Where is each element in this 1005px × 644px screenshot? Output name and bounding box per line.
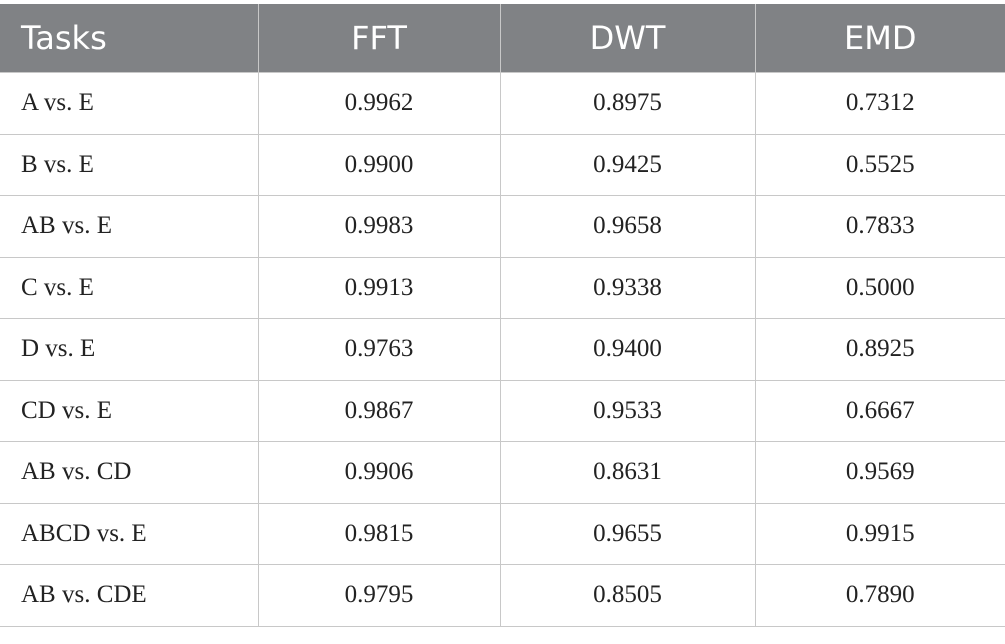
value-cell: 0.9533 [499,379,756,442]
value-cell: 0.7312 [754,72,1005,135]
table-row: B vs. E 0.9900 0.9425 0.5525 [0,133,1005,196]
table-row: D vs. E 0.9763 0.9400 0.8925 [0,318,1005,381]
value-cell: 0.9815 [257,502,501,565]
table-row: ABCD vs. E 0.9815 0.9655 0.9915 [0,502,1005,565]
value-cell: 0.9763 [257,318,501,381]
value-cell: 0.9913 [257,256,501,319]
table-row: AB vs. CDE 0.9795 0.8505 0.7890 [0,564,1005,627]
value-cell: 0.9425 [499,133,756,196]
table-body: A vs. E 0.9962 0.8975 0.7312 B vs. E 0.9900 0.… [0,72,1005,627]
value-cell: 0.8925 [754,318,1005,381]
task-cell: AB vs. E [0,195,259,258]
value-cell: 0.9962 [257,72,501,135]
results-table: Tasks FFT DWT EMD A vs. E 0.9962 0.8975 0.7312… [0,4,1005,627]
value-cell: 0.9400 [499,318,756,381]
value-cell: 0.5525 [754,133,1005,196]
task-cell: AB vs. CD [0,441,259,504]
task-cell: B vs. E [0,133,259,196]
task-cell: A vs. E [0,72,259,135]
header-row: Tasks FFT DWT EMD [0,4,1005,73]
table-row: CD vs. E 0.9867 0.9533 0.6667 [0,379,1005,442]
task-cell: C vs. E [0,256,259,319]
table-row: A vs. E 0.9962 0.8975 0.7312 [0,72,1005,135]
table-row: C vs. E 0.9913 0.9338 0.5000 [0,256,1005,319]
value-cell: 0.7833 [754,195,1005,258]
task-cell: D vs. E [0,318,259,381]
value-cell: 0.8975 [499,72,756,135]
value-cell: 0.9658 [499,195,756,258]
task-cell: AB vs. CDE [0,564,259,627]
value-cell: 0.5000 [754,256,1005,319]
value-cell: 0.9338 [499,256,756,319]
table-row: AB vs. E 0.9983 0.9658 0.7833 [0,195,1005,258]
value-cell: 0.6667 [754,379,1005,442]
value-cell: 0.9900 [257,133,501,196]
value-cell: 0.7890 [754,564,1005,627]
value-cell: 0.9867 [257,379,501,442]
value-cell: 0.9915 [754,502,1005,565]
header-cell: Tasks [0,4,258,73]
value-cell: 0.9795 [257,564,501,627]
page: Tasks FFT DWT EMD A vs. E 0.9962 0.8975 0.7312… [0,4,1005,644]
task-cell: CD vs. E [0,379,259,442]
task-cell: ABCD vs. E [0,502,259,565]
header-cell: DWT [499,4,755,73]
value-cell: 0.9655 [499,502,756,565]
value-cell: 0.9906 [257,441,501,504]
header-cell: FFT [257,4,500,73]
value-cell: 0.9983 [257,195,501,258]
value-cell: 0.8505 [499,564,756,627]
header-cell: EMD [754,4,1005,73]
table-row: AB vs. CD 0.9906 0.8631 0.9569 [0,441,1005,504]
value-cell: 0.8631 [499,441,756,504]
value-cell: 0.9569 [754,441,1005,504]
